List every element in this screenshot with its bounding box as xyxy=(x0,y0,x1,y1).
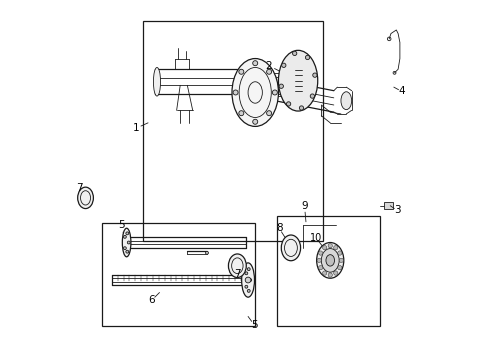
Text: 8: 8 xyxy=(275,223,282,233)
Ellipse shape xyxy=(123,247,126,249)
Ellipse shape xyxy=(339,258,343,262)
Ellipse shape xyxy=(228,254,246,278)
Ellipse shape xyxy=(238,69,244,74)
Ellipse shape xyxy=(125,232,128,235)
Ellipse shape xyxy=(312,73,316,77)
Text: 1: 1 xyxy=(133,123,139,133)
Ellipse shape xyxy=(127,241,130,244)
Ellipse shape xyxy=(327,244,332,248)
Bar xyxy=(102,223,255,327)
Text: 3: 3 xyxy=(393,205,400,215)
Ellipse shape xyxy=(244,285,247,288)
Ellipse shape xyxy=(233,90,238,95)
Ellipse shape xyxy=(205,251,208,254)
Text: 7: 7 xyxy=(234,269,240,279)
Ellipse shape xyxy=(122,228,131,257)
Ellipse shape xyxy=(279,84,283,88)
Ellipse shape xyxy=(244,277,250,283)
Text: 6: 6 xyxy=(148,296,155,305)
Ellipse shape xyxy=(327,273,332,277)
Text: 9: 9 xyxy=(301,201,307,211)
Ellipse shape xyxy=(325,255,334,266)
Ellipse shape xyxy=(247,289,250,292)
Text: 4: 4 xyxy=(398,86,404,96)
Ellipse shape xyxy=(337,266,341,270)
Text: 5: 5 xyxy=(118,220,124,230)
Bar xyxy=(276,216,380,327)
Ellipse shape xyxy=(333,271,337,275)
Ellipse shape xyxy=(316,243,343,278)
Ellipse shape xyxy=(321,249,339,272)
Text: 10: 10 xyxy=(309,233,322,243)
Ellipse shape xyxy=(337,251,341,255)
Ellipse shape xyxy=(278,50,317,111)
Ellipse shape xyxy=(123,235,126,238)
Ellipse shape xyxy=(231,59,278,126)
Text: 2: 2 xyxy=(265,61,271,71)
Ellipse shape xyxy=(252,61,257,66)
Ellipse shape xyxy=(299,106,303,110)
Ellipse shape xyxy=(340,92,351,110)
Ellipse shape xyxy=(252,119,257,124)
Ellipse shape xyxy=(292,51,296,55)
Ellipse shape xyxy=(247,268,250,271)
Ellipse shape xyxy=(316,258,321,262)
Ellipse shape xyxy=(333,246,337,250)
Ellipse shape xyxy=(241,263,254,297)
Bar xyxy=(142,21,323,241)
Ellipse shape xyxy=(272,90,277,95)
Ellipse shape xyxy=(322,246,326,250)
Ellipse shape xyxy=(309,94,314,98)
Ellipse shape xyxy=(238,111,244,116)
Ellipse shape xyxy=(318,251,322,255)
Ellipse shape xyxy=(244,272,247,275)
Ellipse shape xyxy=(78,187,93,208)
Ellipse shape xyxy=(305,55,309,60)
Ellipse shape xyxy=(125,250,128,253)
Ellipse shape xyxy=(153,67,160,96)
Ellipse shape xyxy=(266,69,271,74)
Ellipse shape xyxy=(248,279,251,282)
Ellipse shape xyxy=(322,271,326,275)
Bar xyxy=(383,202,392,209)
Ellipse shape xyxy=(281,63,285,67)
Ellipse shape xyxy=(318,266,322,270)
Text: 7: 7 xyxy=(76,183,82,193)
Ellipse shape xyxy=(266,111,271,116)
Ellipse shape xyxy=(281,235,300,261)
Text: 5: 5 xyxy=(250,320,257,330)
Ellipse shape xyxy=(286,102,290,106)
